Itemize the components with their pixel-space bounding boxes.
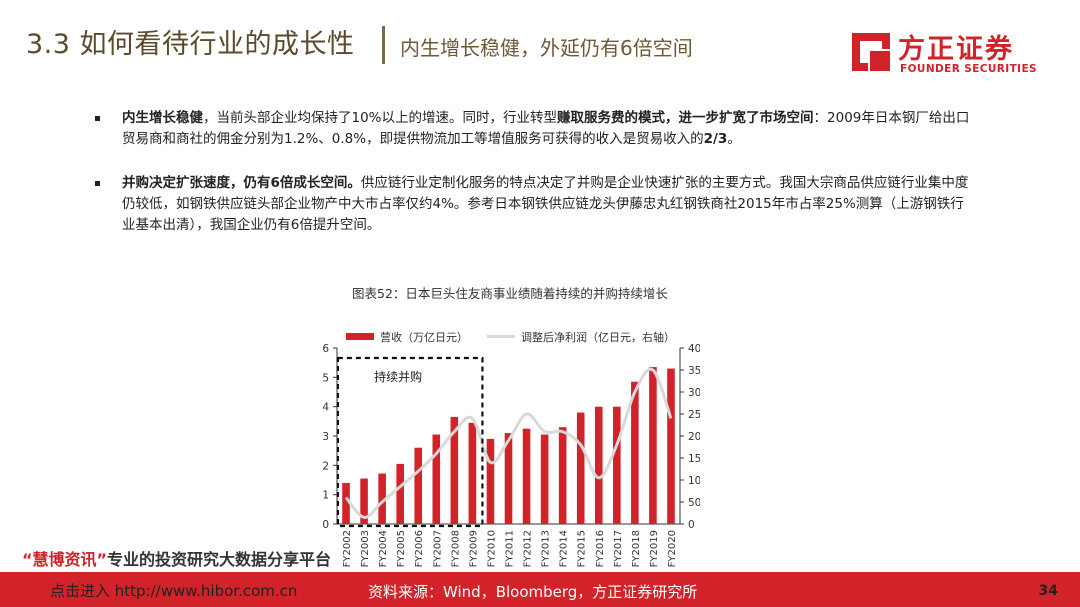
revenue-bar xyxy=(486,438,495,524)
right-tick-label: 0 xyxy=(688,519,695,531)
right-tick-label: 4000 xyxy=(688,343,700,355)
legend-bar-label: 营收（万亿日元） xyxy=(380,330,468,344)
annotation-box xyxy=(336,356,484,528)
revenue-bar xyxy=(649,367,657,524)
legend-bar-swatch xyxy=(346,333,374,340)
watermark-text: “慧博资讯”专业的投资研究大数据分享平台 xyxy=(22,546,331,570)
x-category-label: FY2009 xyxy=(468,530,479,567)
revenue-bar xyxy=(432,434,441,524)
bullet-bold-text: 并购决定扩张速度，仍有6倍成长空间。 xyxy=(122,175,361,191)
revenue-bar xyxy=(504,433,513,524)
revenue-bar xyxy=(396,463,404,524)
revenue-bar xyxy=(414,447,423,524)
bullet-bold-text: 2/3 xyxy=(703,131,728,147)
bullet-square-icon xyxy=(95,116,100,121)
logo-text-cn: 方正证券 xyxy=(898,34,1014,65)
bullet-item: 并购决定扩张速度，仍有6倍成长空间。供应链行业定制化服务的特点决定了并购是企业快… xyxy=(90,173,970,236)
x-category-label: FY2020 xyxy=(667,530,678,567)
x-category-label: FY2005 xyxy=(396,530,407,567)
right-tick-label: 1000 xyxy=(688,475,700,487)
watermark-quote: “ xyxy=(22,550,33,569)
revenue-bar xyxy=(613,406,621,524)
page-subtitle: 内生增长稳健，外延仍有6倍空间 xyxy=(400,36,693,60)
revenue-bar xyxy=(576,412,585,524)
left-tick-label: 1 xyxy=(322,490,329,502)
right-tick-label: 1500 xyxy=(688,453,700,465)
legend-line-label: 调整后净利润（亿日元，右轴） xyxy=(521,330,675,344)
bullet-square-icon xyxy=(95,181,100,186)
right-tick-label: 500 xyxy=(688,497,700,509)
page-title: 3.3 如何看待行业的成长性 xyxy=(26,29,355,60)
revenue-bar xyxy=(594,406,603,524)
bullet-item: 内生增长稳健，当前头部企业均保持了10%以上的增速。同时，行业转型赚取服务费的模… xyxy=(90,108,970,150)
left-tick-label: 5 xyxy=(322,372,329,384)
x-category-label: FY2008 xyxy=(450,530,461,567)
bullet-text: 供应链行业定制化服务的特点决定了并购是企业快速扩张的主要方式。我国大宗商品供应链… xyxy=(122,175,969,233)
bullet-text: 。 xyxy=(727,131,741,147)
hibor-link[interactable]: 点击进入 http://www.hibor.com.cn xyxy=(50,582,298,600)
slide-header: 3.3 如何看待行业的成长性 内生增长稳健，外延仍有6倍空间 方正证券 FOUN… xyxy=(0,0,1080,80)
x-category-label: FY2012 xyxy=(523,530,534,567)
founder-logo: 方正证券 FOUNDER SECURITIES xyxy=(848,27,1038,79)
bullet-text: ：2009年日本钢厂给出口贸易商和商社的佣金分别为1.2%、0.8%，即提供物流… xyxy=(122,110,970,147)
left-tick-label: 6 xyxy=(322,343,329,355)
net-profit-line xyxy=(344,367,673,519)
revenue-bar xyxy=(522,428,531,524)
x-category-label: FY2017 xyxy=(613,530,624,567)
x-category-label: FY2013 xyxy=(541,530,552,567)
bullet-text: ，当前头部企业均保持了10%以上的增速。同时，行业转型 xyxy=(203,110,558,126)
annotation-label: 持续并购 xyxy=(374,369,422,384)
left-tick-label: 3 xyxy=(322,431,329,443)
figure-title: 图表52：日本巨头住友商事业绩随着持续的并购持续增长 xyxy=(352,286,668,301)
right-tick-label: 2000 xyxy=(688,431,700,443)
right-tick-label: 3000 xyxy=(688,387,700,399)
x-category-label: FY2010 xyxy=(486,530,497,567)
page-number: 34 xyxy=(1038,583,1058,599)
left-tick-label: 4 xyxy=(322,402,329,414)
revenue-bar xyxy=(631,381,639,524)
revenue-bar xyxy=(378,473,386,524)
bullet-bold-text: 赚取服务费的模式，进一步扩宽了市场空间 xyxy=(557,110,814,126)
x-category-label: FY2006 xyxy=(414,530,425,567)
founder-logo-icon xyxy=(852,33,890,71)
revenue-bar xyxy=(342,482,350,524)
revenue-bar xyxy=(558,427,567,524)
revenue-bar xyxy=(360,478,368,524)
revenue-profit-chart: 0 1 2 3 4 5 6 0 500 1000 1500 2000 2500 3000 3500 4000 F… xyxy=(322,330,700,567)
left-tick-label: 0 xyxy=(322,519,329,531)
watermark-brand: 慧博资讯 xyxy=(32,550,97,569)
x-category-label: FY2014 xyxy=(559,530,570,567)
bullet-bold-text: 内生增长稳健 xyxy=(122,110,203,126)
watermark-tagline: 专业的投资研究大数据分享平台 xyxy=(107,550,332,569)
x-category-label: FY2011 xyxy=(505,530,516,567)
revenue-bar xyxy=(468,422,477,524)
x-category-label: FY2004 xyxy=(378,530,389,567)
title-divider xyxy=(382,26,385,64)
logo-text-en: FOUNDER SECURITIES xyxy=(900,63,1038,75)
bullet-list: 内生增长稳健，当前头部企业均保持了10%以上的增速。同时，行业转型赚取服务费的模… xyxy=(90,108,970,259)
revenue-bar xyxy=(540,434,549,524)
right-tick-label: 2500 xyxy=(688,409,700,421)
revenue-bar xyxy=(667,368,675,524)
left-tick-label: 2 xyxy=(322,460,329,472)
x-category-label: FY2018 xyxy=(631,530,642,567)
x-category-label: FY2016 xyxy=(595,530,606,567)
right-tick-label: 3500 xyxy=(688,365,700,377)
x-category-label: FY2007 xyxy=(432,530,443,567)
revenue-bar xyxy=(450,416,459,524)
x-category-label: FY2019 xyxy=(649,530,660,567)
watermark-quote: ” xyxy=(96,550,108,569)
x-category-label: FY2002 xyxy=(342,530,353,567)
source-note: 资料来源：Wind，Bloomberg，方正证券研究所 xyxy=(368,583,698,601)
x-category-label: FY2015 xyxy=(577,530,588,567)
x-category-label: FY2003 xyxy=(360,530,371,567)
footer-bar: 点击进入 http://www.hibor.com.cn 资料来源：Wind，B… xyxy=(0,572,1080,607)
